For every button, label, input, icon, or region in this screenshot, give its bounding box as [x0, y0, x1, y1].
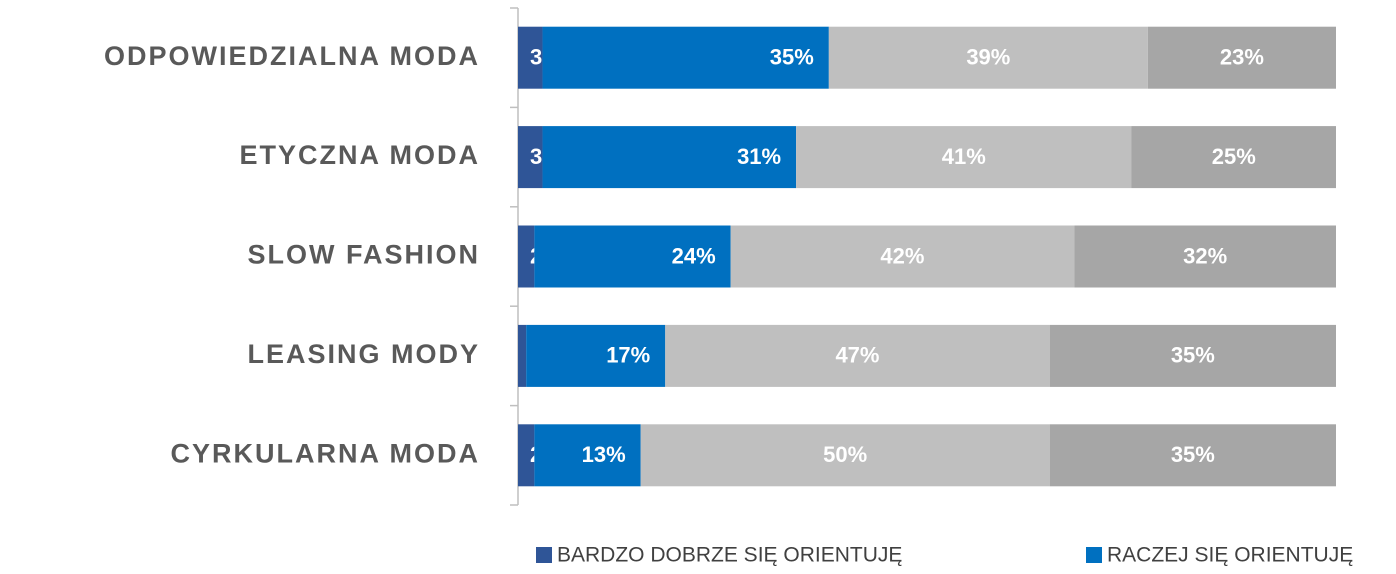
bar-segment: [1131, 126, 1336, 189]
category-label: LEASING MODY: [247, 339, 480, 369]
value-label: 47%: [835, 343, 879, 368]
value-label: 50%: [823, 442, 867, 467]
bar-segment: [518, 126, 543, 189]
bar-segment: [518, 324, 527, 387]
value-label: 13%: [582, 442, 626, 467]
value-label: 35%: [1171, 343, 1215, 368]
bar-segment: [1049, 324, 1336, 387]
value-label: 42%: [880, 243, 924, 268]
bar-segment: [1074, 225, 1336, 288]
value-label: 24%: [672, 243, 716, 268]
value-label: 35%: [1171, 442, 1215, 467]
category-label: SLOW FASHION: [248, 240, 481, 270]
bar-segment: [665, 324, 1050, 387]
category-label: CYRKULARNA MODA: [171, 438, 480, 468]
bar-segment: [534, 225, 731, 288]
bar-segment: [518, 225, 535, 288]
bar-segment: [542, 26, 829, 89]
legend-swatch: [536, 547, 552, 563]
bar-segment: [640, 424, 1050, 487]
category-label: ODPOWIEDZIALNA MODA: [104, 41, 480, 71]
legend-swatch: [1086, 547, 1102, 563]
value-label: 25%: [1212, 144, 1256, 169]
bar-segment: [1049, 424, 1336, 487]
bar-segment: [534, 424, 641, 487]
value-label: 17%: [606, 343, 650, 368]
bar-segment: [526, 324, 666, 387]
value-label: 41%: [942, 144, 986, 169]
bar-segment: [796, 126, 1132, 189]
bar-segment: [518, 424, 535, 487]
legend-label: BARDZO DOBRZE SIĘ ORIENTUJĘ: [557, 544, 902, 567]
bar-segment: [730, 225, 1075, 288]
bar-segment: [518, 26, 543, 89]
value-label: 32%: [1183, 243, 1227, 268]
bar-segment: [542, 126, 797, 189]
legend-label: RACZEJ SIĘ ORIENTUJĘ: [1107, 544, 1353, 567]
bar-segment: [1147, 26, 1336, 89]
value-label: 35%: [770, 45, 814, 70]
value-label: 31%: [737, 144, 781, 169]
value-label: 23%: [1220, 45, 1264, 70]
value-label: 39%: [966, 45, 1010, 70]
category-label: ETYCZNA MODA: [240, 140, 481, 170]
bar-segment: [828, 26, 1148, 89]
